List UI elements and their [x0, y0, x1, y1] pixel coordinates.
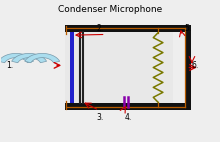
Text: 2.: 2.: [97, 24, 104, 33]
Bar: [173, 103, 191, 110]
Text: 5.: 5.: [184, 24, 192, 33]
Text: Condenser Microphone: Condenser Microphone: [58, 5, 162, 14]
Text: 6.: 6.: [192, 61, 199, 70]
Bar: [65, 32, 173, 103]
Text: 1.: 1.: [6, 61, 13, 70]
Bar: [70, 32, 74, 103]
Polygon shape: [0, 53, 33, 63]
Bar: [65, 103, 173, 110]
Text: 3.: 3.: [97, 113, 104, 122]
Polygon shape: [25, 53, 60, 63]
Polygon shape: [12, 53, 47, 63]
Bar: [65, 25, 173, 32]
Bar: [173, 25, 191, 32]
Text: 4.: 4.: [124, 113, 132, 122]
Bar: [185, 25, 191, 110]
